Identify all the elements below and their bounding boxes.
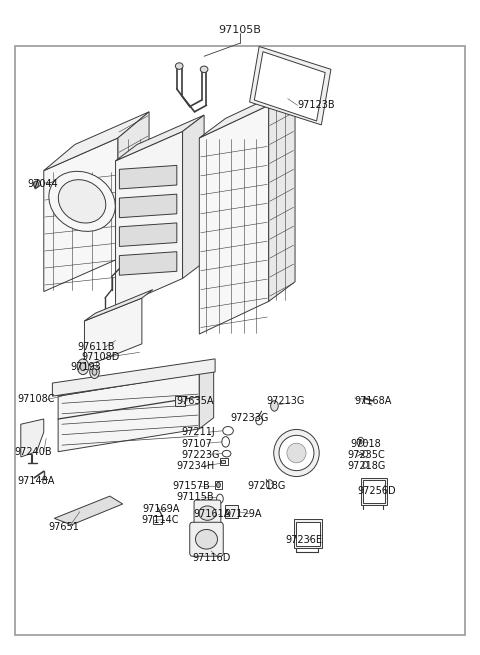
- Text: 97256D: 97256D: [357, 486, 396, 496]
- Polygon shape: [182, 115, 204, 278]
- Text: 97107: 97107: [181, 439, 213, 449]
- Text: 97018: 97018: [350, 439, 381, 449]
- Text: 97235C: 97235C: [348, 450, 385, 460]
- Polygon shape: [44, 112, 149, 171]
- Polygon shape: [120, 194, 177, 217]
- Circle shape: [359, 440, 362, 444]
- FancyBboxPatch shape: [194, 500, 221, 526]
- Circle shape: [90, 365, 99, 379]
- Polygon shape: [118, 112, 149, 259]
- Circle shape: [80, 363, 86, 371]
- Circle shape: [363, 462, 368, 468]
- Polygon shape: [120, 166, 177, 189]
- Circle shape: [256, 416, 263, 425]
- Bar: [360, 478, 387, 505]
- Polygon shape: [84, 290, 153, 321]
- Circle shape: [216, 482, 220, 487]
- Ellipse shape: [195, 529, 217, 549]
- Text: 97218G: 97218G: [348, 461, 386, 471]
- Polygon shape: [58, 362, 214, 396]
- FancyBboxPatch shape: [190, 522, 223, 556]
- Text: 97116D: 97116D: [192, 553, 230, 563]
- Text: 97115B: 97115B: [177, 493, 215, 502]
- Bar: [220, 458, 228, 465]
- Text: 97218G: 97218G: [247, 481, 286, 491]
- Text: 97157B: 97157B: [172, 481, 210, 491]
- Polygon shape: [199, 86, 295, 138]
- Bar: [153, 515, 161, 523]
- Polygon shape: [54, 496, 123, 525]
- Polygon shape: [116, 115, 204, 161]
- Polygon shape: [44, 138, 118, 291]
- Text: 97169A: 97169A: [142, 504, 179, 514]
- Bar: [362, 481, 385, 502]
- Polygon shape: [116, 132, 182, 308]
- Polygon shape: [199, 362, 214, 429]
- Text: 97193: 97193: [70, 362, 101, 372]
- Text: 97114C: 97114C: [141, 515, 179, 525]
- Text: 97233G: 97233G: [230, 413, 269, 422]
- Text: 97236E: 97236E: [286, 535, 323, 545]
- Text: 97635A: 97635A: [177, 396, 215, 405]
- Polygon shape: [84, 298, 142, 367]
- Polygon shape: [254, 52, 325, 121]
- Polygon shape: [250, 47, 331, 125]
- Polygon shape: [21, 419, 44, 457]
- Text: 97148A: 97148A: [17, 476, 55, 486]
- Bar: [175, 396, 185, 406]
- Circle shape: [216, 494, 223, 503]
- Text: 97611B: 97611B: [77, 342, 115, 352]
- Polygon shape: [52, 359, 215, 396]
- Circle shape: [34, 181, 38, 187]
- Polygon shape: [199, 105, 269, 334]
- Circle shape: [357, 438, 364, 447]
- Ellipse shape: [279, 436, 314, 471]
- Bar: [221, 460, 225, 464]
- Polygon shape: [58, 373, 199, 452]
- Circle shape: [222, 437, 229, 447]
- Ellipse shape: [199, 506, 216, 520]
- Text: 97123B: 97123B: [298, 100, 335, 110]
- Circle shape: [266, 480, 273, 489]
- Text: 97168A: 97168A: [355, 396, 392, 405]
- Text: 97234H: 97234H: [177, 461, 215, 471]
- Ellipse shape: [222, 451, 231, 457]
- Text: 97129A: 97129A: [225, 509, 262, 519]
- Text: 97108D: 97108D: [81, 352, 120, 362]
- Ellipse shape: [59, 179, 106, 223]
- Ellipse shape: [274, 430, 319, 477]
- Polygon shape: [33, 179, 41, 189]
- Ellipse shape: [287, 443, 306, 463]
- Circle shape: [77, 359, 89, 375]
- Ellipse shape: [223, 426, 233, 435]
- Text: 97223G: 97223G: [181, 450, 220, 460]
- Ellipse shape: [49, 172, 115, 231]
- Bar: [225, 505, 238, 518]
- Text: 97240B: 97240B: [14, 447, 52, 457]
- Bar: [296, 521, 321, 546]
- Polygon shape: [120, 252, 177, 275]
- Circle shape: [363, 451, 368, 457]
- Ellipse shape: [175, 63, 183, 69]
- Polygon shape: [269, 86, 295, 301]
- Circle shape: [92, 369, 97, 375]
- Text: 97105B: 97105B: [218, 25, 262, 35]
- Text: 97213G: 97213G: [266, 396, 305, 405]
- Bar: [215, 481, 222, 489]
- Text: 97108C: 97108C: [17, 394, 55, 404]
- Text: 97044: 97044: [27, 179, 58, 189]
- Circle shape: [271, 401, 278, 411]
- Bar: [294, 519, 323, 548]
- Text: 97161A: 97161A: [193, 509, 231, 519]
- Text: 97651: 97651: [48, 522, 79, 532]
- Polygon shape: [120, 223, 177, 246]
- Ellipse shape: [200, 66, 208, 73]
- Text: 97211J: 97211J: [181, 427, 216, 437]
